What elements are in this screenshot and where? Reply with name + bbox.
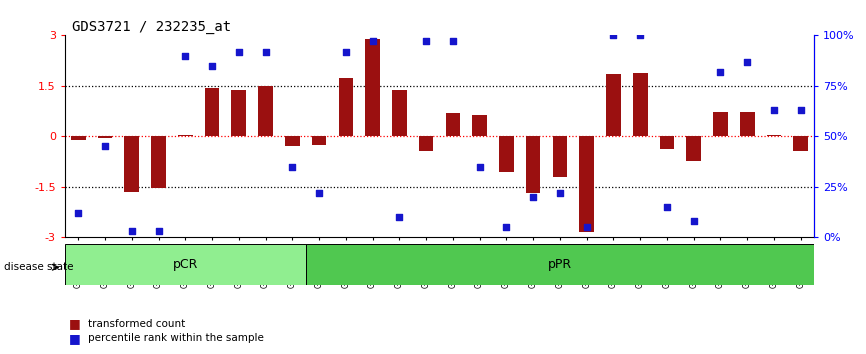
Bar	[71, 136, 86, 140]
Point	[473, 164, 487, 170]
Point	[125, 228, 139, 234]
Bar	[65, 244, 306, 285]
Point	[286, 164, 300, 170]
Text: GDS3721 / 232235_at: GDS3721 / 232235_at	[73, 21, 231, 34]
Point	[606, 33, 620, 38]
Point	[527, 194, 540, 200]
Bar	[152, 136, 166, 188]
Text: pPR: pPR	[548, 258, 572, 271]
Bar	[553, 136, 567, 177]
Bar	[365, 39, 380, 136]
Bar	[98, 136, 113, 138]
Point	[232, 49, 246, 55]
Bar	[285, 136, 300, 147]
Bar	[312, 136, 326, 145]
Point	[205, 63, 219, 69]
Point	[740, 59, 754, 64]
Bar	[606, 74, 621, 136]
Bar	[579, 136, 594, 232]
Text: percentile rank within the sample: percentile rank within the sample	[88, 333, 264, 343]
Bar	[740, 112, 754, 136]
Point	[500, 224, 514, 230]
Bar	[125, 136, 139, 192]
Bar	[204, 87, 219, 136]
Bar	[419, 136, 434, 152]
Point	[446, 39, 460, 44]
Bar	[445, 113, 460, 136]
Bar	[258, 86, 273, 136]
Text: transformed count: transformed count	[88, 319, 185, 329]
Point	[178, 53, 192, 58]
Point	[365, 39, 379, 44]
Bar	[766, 135, 781, 136]
Bar	[713, 112, 727, 136]
Bar	[633, 73, 648, 136]
Bar	[660, 136, 675, 149]
Text: pCR: pCR	[172, 258, 198, 271]
Point	[339, 49, 352, 55]
Point	[71, 210, 85, 216]
Point	[98, 144, 112, 149]
Point	[633, 33, 647, 38]
Text: disease state: disease state	[4, 262, 74, 272]
Point	[714, 69, 727, 75]
Point	[579, 224, 593, 230]
Bar	[178, 135, 193, 136]
Point	[553, 190, 567, 196]
Bar	[526, 136, 540, 193]
Text: ■: ■	[69, 318, 81, 330]
Point	[392, 214, 406, 220]
Bar	[499, 136, 514, 172]
Point	[687, 218, 701, 224]
Bar	[472, 115, 487, 136]
Point	[312, 190, 326, 196]
Bar	[686, 136, 701, 160]
Bar	[306, 244, 814, 285]
Point	[419, 39, 433, 44]
Point	[152, 228, 165, 234]
Point	[767, 107, 781, 113]
Point	[660, 204, 674, 210]
Text: ■: ■	[69, 332, 81, 344]
Bar	[793, 136, 808, 151]
Bar	[392, 90, 407, 136]
Point	[259, 49, 273, 55]
Point	[794, 107, 808, 113]
Bar	[339, 79, 353, 136]
Bar	[231, 90, 246, 136]
